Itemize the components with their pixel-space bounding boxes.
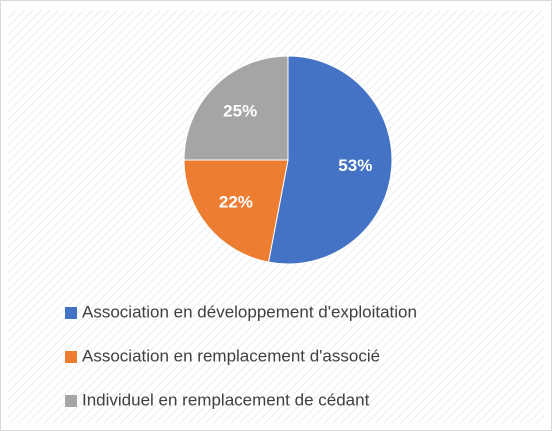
legend-label: Association en remplacement d'associé: [82, 346, 380, 365]
data-label: 22%: [219, 193, 253, 212]
pie-slice: [267, 55, 393, 265]
legend-swatch: [65, 307, 77, 319]
legend-label: Individuel en remplacement de cédant: [82, 390, 370, 409]
pie-slice: [183, 55, 289, 161]
data-label: 25%: [223, 102, 257, 121]
legend-swatch: [65, 395, 77, 407]
legend-swatch: [65, 351, 77, 363]
legend-label: Association en développement d'exploitat…: [82, 302, 417, 321]
pie-slice: [183, 159, 289, 263]
data-label: 53%: [338, 156, 372, 175]
